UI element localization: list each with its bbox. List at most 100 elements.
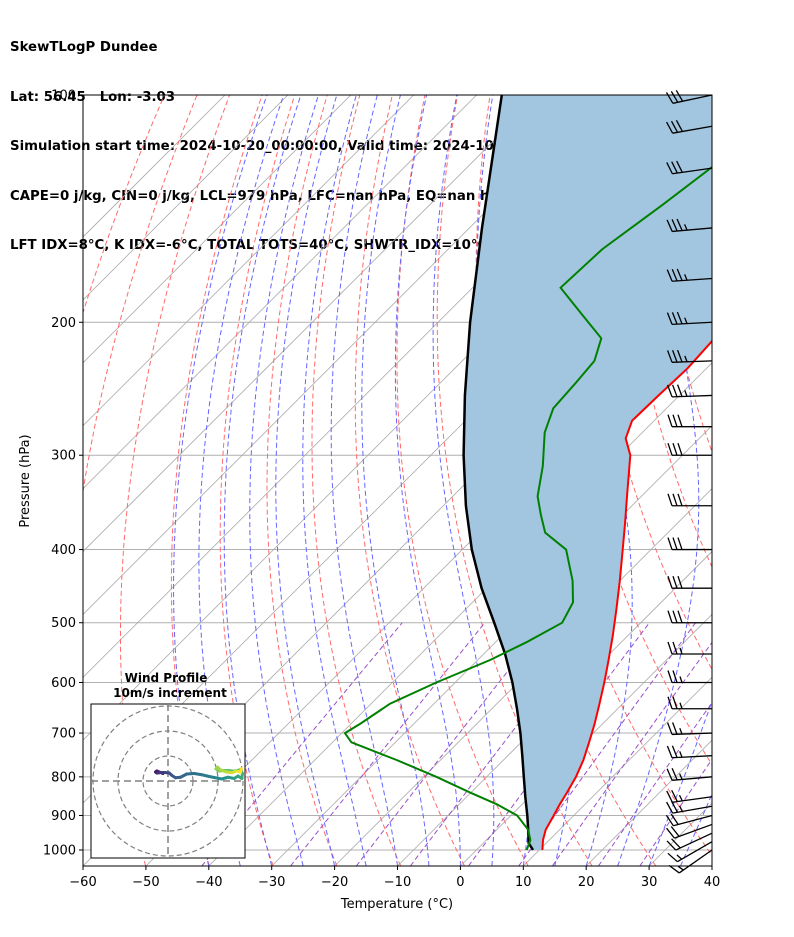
barb-flag xyxy=(671,722,678,735)
barb-staff xyxy=(672,796,713,803)
chart-title: SkewTLogP Dundee xyxy=(10,40,158,55)
barb-flag xyxy=(667,670,673,683)
x-tick-label: −40 xyxy=(195,875,222,890)
moist-adiabat-line xyxy=(394,95,461,866)
wind-barb xyxy=(666,823,713,839)
wind-barb xyxy=(666,800,713,814)
wind-barb xyxy=(666,311,713,326)
isotherm-line xyxy=(83,95,603,615)
barb-flag xyxy=(666,350,673,363)
wind-barb xyxy=(666,218,713,233)
barb-flag xyxy=(672,493,678,506)
wind-barb xyxy=(667,670,712,684)
wind-barb xyxy=(665,813,713,827)
barb-flag xyxy=(672,610,678,623)
moist-adiabat-line xyxy=(617,95,700,866)
moist-adiabat-line xyxy=(711,864,712,866)
barb-flag xyxy=(677,414,683,427)
barb-flag xyxy=(672,537,678,550)
wind-barb xyxy=(666,349,713,363)
y-tick-label: 1000 xyxy=(43,844,76,859)
barb-half-flag xyxy=(679,773,683,780)
dry-adiabat-line xyxy=(751,95,794,866)
barb-flag xyxy=(666,722,673,735)
barb-flag xyxy=(670,91,679,103)
isotherm-line xyxy=(334,488,712,866)
barb-flag xyxy=(667,575,673,589)
mixing-ratio-line xyxy=(639,758,712,866)
x-axis-label: Temperature (°C) xyxy=(340,897,453,912)
isotherm-line xyxy=(271,425,712,866)
barb-flag xyxy=(676,160,683,173)
y-tick-label: 700 xyxy=(51,727,76,742)
barb-staff xyxy=(672,360,713,363)
barb-half-flag xyxy=(684,317,688,324)
barb-half-flag xyxy=(679,751,683,758)
moist-adiabat-line xyxy=(680,792,712,866)
barb-half-flag xyxy=(676,854,683,860)
wind-barb xyxy=(667,575,712,589)
barb-staff xyxy=(674,823,713,839)
x-tick-label: −10 xyxy=(384,875,411,890)
axes: Temperature (°C) Pressure (hPa) −60 −50 −4… xyxy=(18,89,720,913)
dry-adiabat-line xyxy=(718,95,794,866)
barb-half-flag xyxy=(684,274,688,281)
barb-staff xyxy=(672,755,713,759)
barb-staff xyxy=(672,394,713,398)
barb-flag xyxy=(671,745,678,758)
barb-flag xyxy=(676,349,683,363)
barb-flag xyxy=(671,384,678,397)
barb-flag xyxy=(672,443,678,456)
x-tick-label: 30 xyxy=(641,875,658,890)
wind-barb xyxy=(667,414,712,428)
hodograph-inset: Wind Profile 10m/s increment xyxy=(90,671,246,859)
barb-flag xyxy=(672,575,678,589)
barb-flag xyxy=(670,120,679,133)
isotherm-line xyxy=(83,95,414,427)
barb-staff xyxy=(672,776,713,781)
isotherm-line xyxy=(775,95,794,866)
isotherm-line xyxy=(83,95,477,490)
barb-flag xyxy=(666,790,673,803)
wind-barb xyxy=(666,722,713,736)
wind-barb xyxy=(666,384,713,398)
barb-flag xyxy=(671,768,678,781)
barb-half-flag xyxy=(683,224,688,231)
barb-flag xyxy=(672,641,678,655)
barb-staff xyxy=(673,814,713,827)
isotherm-line xyxy=(83,95,540,553)
profile-lines xyxy=(343,95,712,851)
barb-flag xyxy=(670,826,680,837)
barb-half-flag xyxy=(679,727,683,735)
barb-flag xyxy=(667,537,673,550)
wind-barb xyxy=(667,537,712,551)
barb-flag xyxy=(666,312,673,325)
barb-half-flag xyxy=(677,865,684,871)
barb-half-flag xyxy=(679,647,683,655)
barb-flag xyxy=(667,641,673,655)
barb-flag xyxy=(671,350,678,363)
cin-cape-shading xyxy=(463,95,712,850)
mixing-ratio-line xyxy=(597,701,712,866)
dry-adiabat-line xyxy=(170,95,263,866)
barb-flag xyxy=(676,218,683,231)
wind-barb xyxy=(667,841,713,863)
barb-flag xyxy=(667,414,673,427)
barb-flag xyxy=(676,311,683,325)
mixing-ratio-line xyxy=(201,622,403,866)
barb-half-flag xyxy=(684,390,688,397)
temperature-line xyxy=(541,339,712,851)
wind-barb xyxy=(666,789,713,803)
barb-flag xyxy=(667,610,673,623)
moist-adiabat-line xyxy=(275,95,338,866)
moist-adiabat-line xyxy=(302,95,367,866)
moist-adiabat-line xyxy=(361,95,430,866)
barb-flag xyxy=(677,610,683,623)
dry-adiabat-line xyxy=(354,95,465,866)
isotherm-line xyxy=(83,95,289,301)
dry-adiabat-line xyxy=(266,95,338,866)
moist-adiabat-line xyxy=(173,95,268,866)
barb-flag xyxy=(677,537,683,550)
dry-adiabat-line xyxy=(436,95,593,866)
